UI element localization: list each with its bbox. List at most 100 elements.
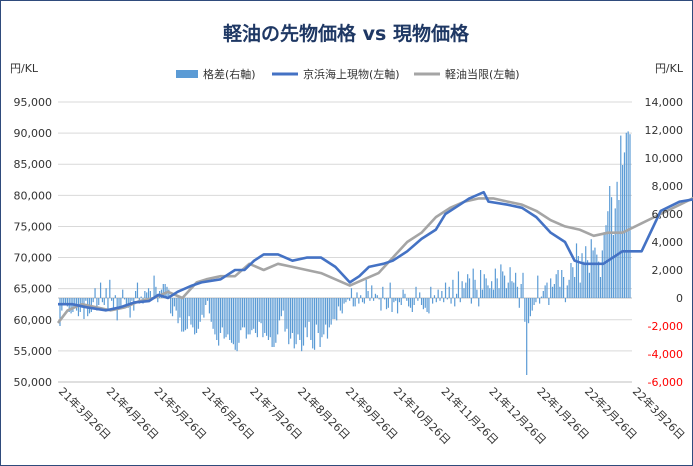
spread-bar [396,298,399,314]
spread-bar [520,284,522,298]
spread-bar [293,298,295,349]
spread-bar [417,298,419,301]
spread-bar [365,279,367,298]
right-tick-label: -2,000 [648,320,683,333]
spread-bar [468,278,471,298]
spread-bar [99,282,102,298]
spread-bar [81,298,83,308]
right-tick-label: -4,000 [648,348,683,361]
spread-bar [332,298,334,319]
spread-bar [537,275,539,298]
spread-bar [210,298,212,322]
spread-bar [529,298,531,317]
spread-bar [308,298,310,322]
spread-bar [258,298,260,322]
spread-bar [382,286,384,298]
spread-bar [614,208,616,298]
spread-bar [179,298,181,318]
spread-bar [496,278,498,298]
spread-bar [428,298,430,314]
spread-bar [326,298,329,339]
spread-bar [105,288,107,298]
spread-bar [192,298,194,328]
spread-bar [83,298,85,319]
spread-bar [419,292,421,298]
spread-bar [122,289,124,298]
spread-bar [424,298,426,308]
spread-bar [136,282,139,298]
spread-bar [123,298,126,300]
spread-bar [360,295,362,298]
spread-bar [103,298,105,305]
spread-bar [491,281,493,298]
spread-bar [249,298,251,335]
spread-bar [400,298,402,305]
spread-bar [291,298,294,333]
spread-bar [319,298,321,347]
spread-bar [585,246,587,298]
spread-bar [98,298,100,305]
spread-bar [612,235,614,298]
left-tick-label: 95,000 [14,96,53,109]
spread-bar [206,298,209,301]
spread-bar [422,298,424,310]
spread-bar [330,298,332,325]
left-tick-label: 85,000 [14,158,53,171]
spread-bar [384,298,386,300]
spread-bar [526,298,528,375]
spread-bar [408,298,410,307]
spread-bar [120,298,122,308]
spread-bar [114,295,116,298]
left-tick-label: 50,000 [14,376,53,389]
spread-bar [452,279,454,298]
spread-bar [349,298,351,301]
spread-bar [164,284,166,298]
spread-bar [271,298,273,347]
spread-bar [432,298,434,304]
spread-bar [66,298,68,307]
spread-bar [147,288,150,298]
spread-bar [313,298,316,350]
spread-bar [415,286,417,298]
right-tick-label: 6,000 [652,208,684,221]
spread-bar [297,298,299,335]
spread-bar [197,298,199,329]
spread-bar [225,298,227,338]
spread-bar [581,253,583,298]
spread-bar [182,298,185,332]
spread-bar [561,270,563,298]
spread-bar [610,197,613,298]
spread-bar [574,277,576,298]
spread-bar [199,298,201,322]
spread-bar [358,298,360,304]
spread-bar [111,298,113,301]
spread-bar [465,282,467,298]
spread-bar [559,286,561,298]
spread-bar [588,272,591,298]
spread-bar [153,275,155,298]
spread-bar [168,289,170,298]
right-axis-unit: 円/KL [655,62,684,75]
spread-bar [409,298,412,308]
spread-bar [420,298,423,305]
spread-bar [302,298,305,346]
spread-bar [535,298,537,303]
spread-bar [96,298,98,311]
spread-bar [391,298,393,312]
spread-bar [177,298,179,324]
spread-bar [487,285,489,298]
left-tick-label: 75,000 [14,220,53,233]
spread-bar [371,285,373,298]
spread-bar [533,298,535,305]
spread-bar [380,298,382,311]
spread-bar [524,298,526,322]
spread-bar [539,298,541,304]
spread-bar [247,298,249,335]
spread-bar [361,298,364,303]
spread-bar [513,282,515,298]
spread-bar [596,254,598,298]
spread-bar [627,131,629,298]
spread-bar [171,298,174,317]
spread-bar [515,272,517,298]
spread-bar [74,298,76,305]
